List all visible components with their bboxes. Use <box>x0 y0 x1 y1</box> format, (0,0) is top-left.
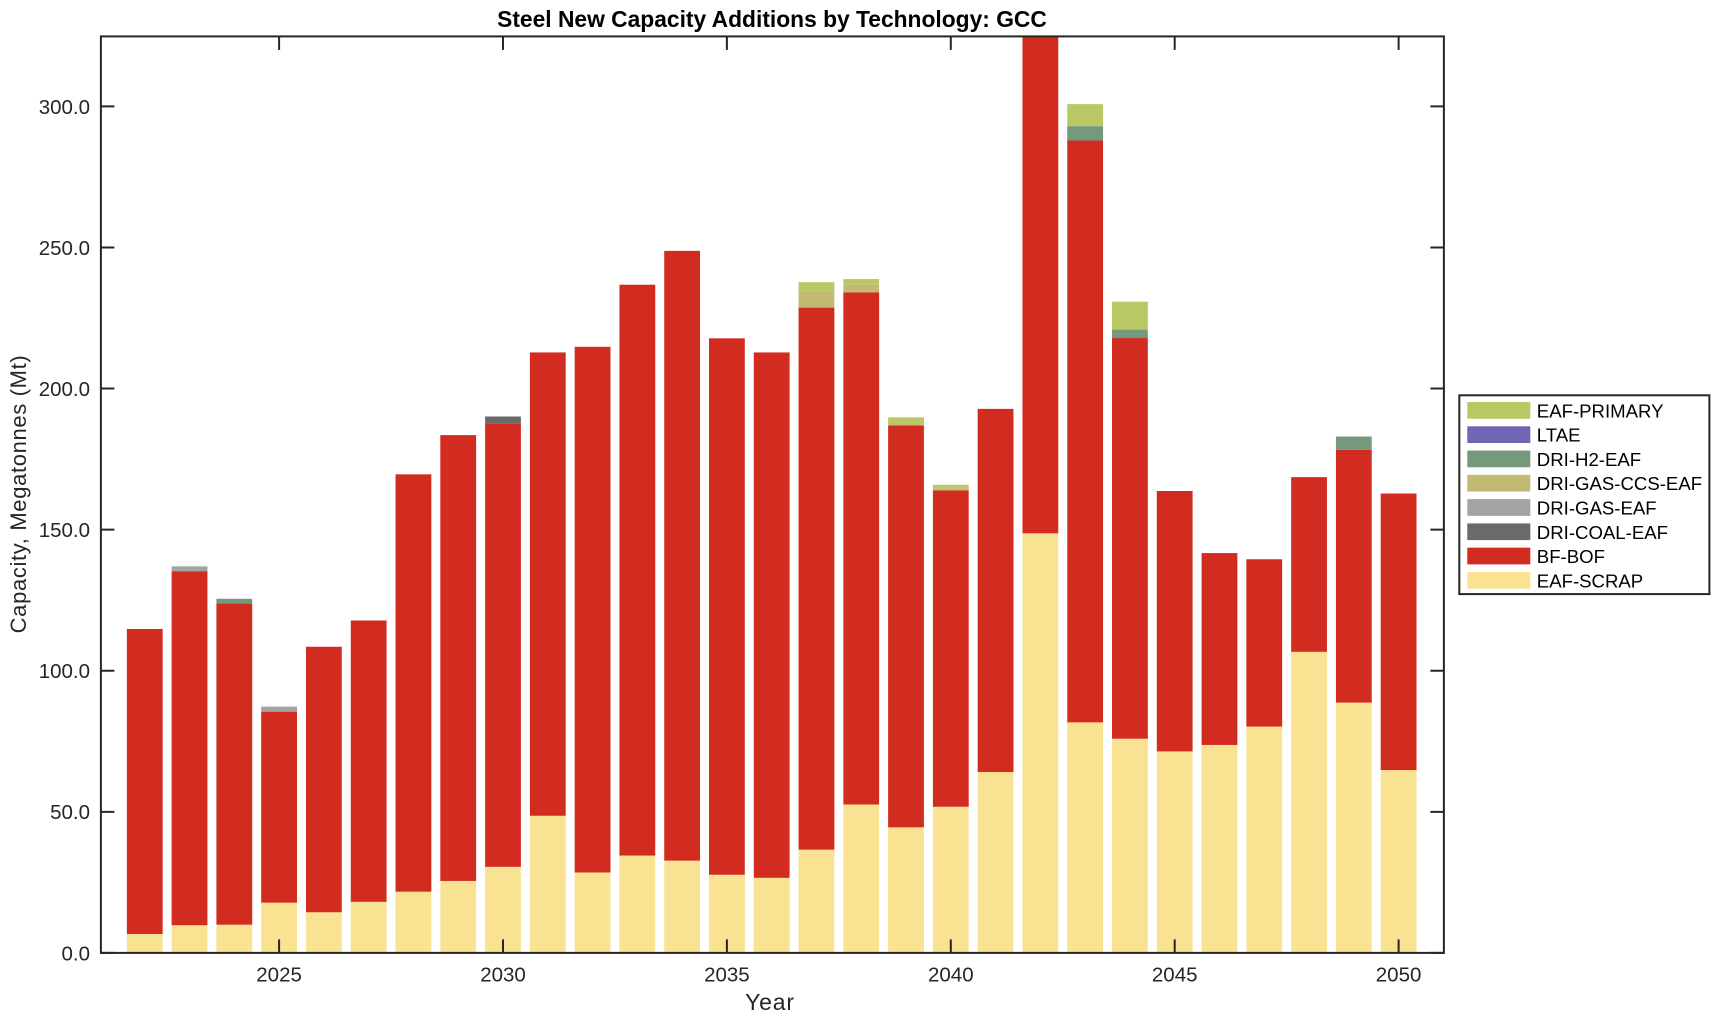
svg-text:Capacity, Megatonnes (Mt): Capacity, Megatonnes (Mt) <box>6 355 31 634</box>
svg-text:2045: 2045 <box>1152 964 1198 987</box>
svg-text:250.0: 250.0 <box>39 237 90 260</box>
svg-text:0.0: 0.0 <box>62 942 91 965</box>
svg-text:100.0: 100.0 <box>39 660 90 683</box>
svg-text:DRI-COAL-EAF: DRI-COAL-EAF <box>1537 522 1668 543</box>
svg-text:DRI-H2-EAF: DRI-H2-EAF <box>1537 449 1641 470</box>
svg-text:EAF-PRIMARY: EAF-PRIMARY <box>1537 400 1664 421</box>
svg-text:BF-BOF: BF-BOF <box>1537 546 1605 567</box>
svg-text:50.0: 50.0 <box>50 801 90 824</box>
svg-text:200.0: 200.0 <box>39 378 90 401</box>
svg-text:150.0: 150.0 <box>39 519 90 542</box>
svg-text:DRI-GAS-CCS-EAF: DRI-GAS-CCS-EAF <box>1537 473 1702 494</box>
svg-text:EAF-SCRAP: EAF-SCRAP <box>1537 570 1643 591</box>
svg-text:2030: 2030 <box>480 964 526 987</box>
svg-text:2050: 2050 <box>1376 964 1422 987</box>
svg-text:2025: 2025 <box>256 964 302 987</box>
svg-text:LTAE: LTAE <box>1537 425 1581 446</box>
svg-text:2035: 2035 <box>704 964 750 987</box>
svg-text:Year: Year <box>745 989 795 1015</box>
svg-text:Steel New Capacity Additions b: Steel New Capacity Additions by Technolo… <box>497 6 1047 32</box>
svg-text:2040: 2040 <box>928 964 974 987</box>
svg-text:300.0: 300.0 <box>39 96 90 119</box>
svg-text:DRI-GAS-EAF: DRI-GAS-EAF <box>1537 497 1657 518</box>
